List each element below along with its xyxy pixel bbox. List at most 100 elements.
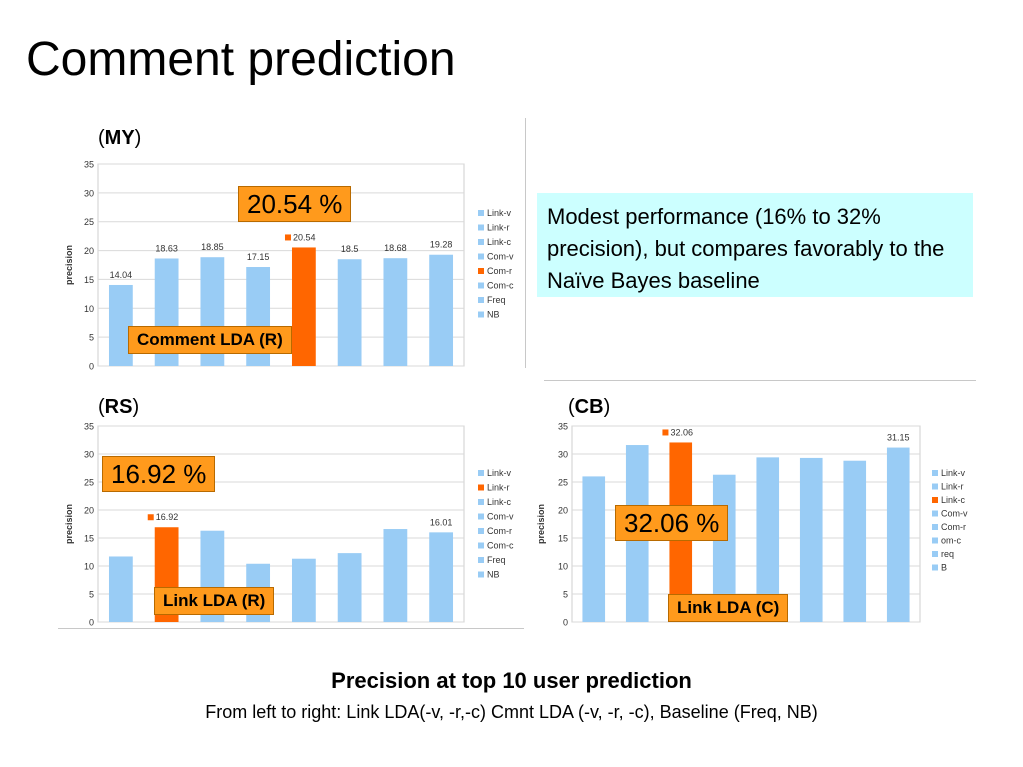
bar [582,476,606,622]
model-tag-rs: Link LDA (R) [154,587,275,615]
figure-caption: Precision at top 10 user prediction [331,668,692,693]
legend-swatch [932,551,938,557]
legend-swatch [478,311,484,318]
bar [799,457,823,622]
y-tick-label: 15 [84,534,94,544]
legend-entry: Com-v [487,252,514,262]
data-label: 18.85 [201,242,224,252]
bar [383,529,408,622]
panel-separator [525,118,526,368]
y-axis-label: precision [64,504,74,544]
panel-key: MY [104,127,135,149]
legend-swatch [478,499,484,505]
y-tick-label: 0 [89,362,94,372]
y-axis-label: precision [536,504,546,544]
paren-open: ( [98,396,105,418]
legend-entry: Link-c [487,237,512,247]
legend-entry: Link-v [487,208,512,218]
figure-subcaption: From left to right: Link LDA(-v, -r,-c) … [205,702,818,722]
data-label: 18.5 [341,244,359,254]
data-label: 18.63 [155,243,178,253]
data-label: 32.06 [670,427,693,437]
legend-swatch [478,571,484,578]
paren-close: ) [132,396,140,418]
legend-entry: Com-c [487,281,514,291]
y-tick-label: 15 [558,534,568,544]
legend-entry: Com-r [487,266,512,276]
legend-swatch [932,497,938,503]
y-tick-label: 15 [84,275,94,285]
legend-entry: Link-r [487,223,510,233]
legend-entry: Freq [487,295,506,305]
legend-entry: NB [487,310,500,320]
bar [843,460,867,622]
y-tick-label: 0 [89,618,94,628]
bar [108,556,133,622]
panel-label-rs: (RS) [98,395,139,419]
y-tick-label: 30 [558,450,568,460]
legend-swatch [478,513,484,520]
legend-entry: om-c [941,536,961,546]
bar [756,457,780,622]
bar [429,254,454,366]
data-label-marker [662,429,669,436]
paren-open: ( [98,127,105,149]
legend-entry: B [941,563,947,573]
data-label: 18.68 [384,243,407,253]
bar [108,284,133,366]
legend-swatch [478,239,484,245]
y-tick-label: 25 [558,478,568,488]
highlight-value-callout-rs: 16.92 % [102,456,216,492]
highlight-value-callout-my: 20.54 % [238,186,352,222]
y-tick-label: 20 [558,506,568,516]
bar [429,532,454,622]
performance-note: Modest performance (16% to 32% precision… [537,193,973,297]
y-tick-label: 5 [563,590,568,600]
legend-swatch [478,253,484,260]
legend-entry: Link-c [941,495,966,505]
data-label: 20.54 [293,232,316,242]
data-label-marker [147,514,154,521]
y-tick-label: 5 [89,590,94,600]
panel-key: CB [574,396,604,418]
legend-entry: Link-r [941,482,964,492]
legend-swatch [478,297,484,303]
legend-swatch [932,524,938,530]
panel-separator [544,380,976,381]
legend-swatch [478,542,484,549]
y-tick-label: 10 [84,562,94,572]
y-tick-label: 30 [84,450,94,460]
legend-swatch [932,537,938,544]
y-tick-label: 25 [84,478,94,488]
legend-swatch [478,557,484,563]
legend-swatch [478,282,484,289]
y-axis-label: precision [64,245,74,285]
y-tick-label: 25 [84,217,94,227]
y-tick-label: 20 [84,506,94,516]
data-label: 14.04 [110,270,133,280]
legend-swatch [478,484,484,491]
legend-swatch [932,470,938,476]
legend-swatch [932,564,938,571]
y-tick-label: 35 [558,422,568,432]
y-tick-label: 20 [84,246,94,256]
model-tag-cb: Link LDA (C) [668,594,789,622]
bar [291,247,316,366]
y-tick-label: 35 [84,160,94,170]
paren-close: ) [134,127,142,149]
data-label: 31.15 [887,433,910,443]
panel-label-my: (MY) [98,126,141,150]
slide-title: Comment prediction [26,33,456,86]
bar [291,558,316,622]
highlight-value-callout-cb: 32.06 % [615,505,729,541]
data-label: 17.15 [247,252,270,262]
legend-entry: Freq [487,555,506,565]
model-tag-my: Comment LDA (R) [128,326,292,354]
legend-entry: Com-r [487,526,512,536]
paren-open: ( [568,396,575,418]
legend-entry: Link-r [487,483,510,493]
legend-entry: Com-v [941,509,968,519]
legend-entry: Com-r [941,522,966,532]
bar [337,553,362,622]
legend-entry: Com-v [487,512,514,522]
